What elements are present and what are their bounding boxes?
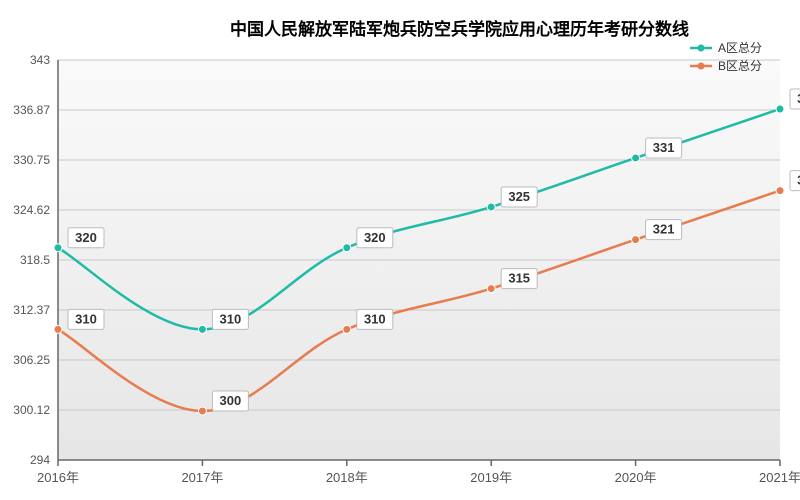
x-tick-label: 2021年	[759, 470, 800, 485]
data-point	[54, 244, 62, 252]
data-point	[343, 325, 351, 333]
y-tick-label: 324.62	[13, 203, 50, 217]
data-label: 320	[75, 230, 97, 245]
data-point	[198, 407, 206, 415]
data-point	[776, 105, 784, 113]
chart-title: 中国人民解放军陆军炮兵防空兵学院应用心理历年考研分数线	[230, 19, 689, 39]
x-tick-label: 2017年	[181, 470, 223, 485]
x-tick-label: 2019年	[470, 470, 512, 485]
data-point	[487, 285, 495, 293]
y-tick-label: 300.12	[13, 403, 50, 417]
data-label: 300	[220, 393, 242, 408]
data-label: 310	[220, 311, 242, 326]
y-tick-label: 306.25	[13, 353, 50, 367]
data-label: 325	[508, 189, 530, 204]
chart-svg: 中国人民解放军陆军炮兵防空兵学院应用心理历年考研分数线 294 300.12 306.…	[0, 0, 800, 500]
data-point	[776, 187, 784, 195]
data-point	[198, 325, 206, 333]
data-label: 331	[653, 140, 675, 155]
y-tick-label: 318.5	[20, 253, 50, 267]
y-tick-label: 336.87	[13, 103, 50, 117]
y-tick-label: 312.37	[13, 303, 50, 317]
data-label: 310	[364, 311, 386, 326]
data-point	[487, 203, 495, 211]
legend-marker	[698, 63, 705, 70]
x-tick-label: 2020年	[615, 470, 657, 485]
data-label: 315	[508, 271, 530, 286]
y-tick-label: 343	[30, 53, 50, 67]
data-label: 320	[364, 230, 386, 245]
data-point	[632, 154, 640, 162]
score-line-chart: 中国人民解放军陆军炮兵防空兵学院应用心理历年考研分数线 294 300.12 306.…	[0, 0, 800, 500]
x-tick-label: 2016年	[37, 470, 79, 485]
data-point	[632, 236, 640, 244]
data-point	[343, 244, 351, 252]
legend-marker	[698, 45, 705, 52]
data-point	[54, 325, 62, 333]
y-tick-label: 294	[30, 453, 50, 467]
data-label: 321	[653, 222, 675, 237]
x-tick-label: 2018年	[326, 470, 368, 485]
legend-label: B区总分	[718, 59, 762, 73]
data-label: 310	[75, 311, 97, 326]
y-tick-label: 330.75	[13, 153, 50, 167]
legend-label: A区总分	[718, 41, 762, 55]
